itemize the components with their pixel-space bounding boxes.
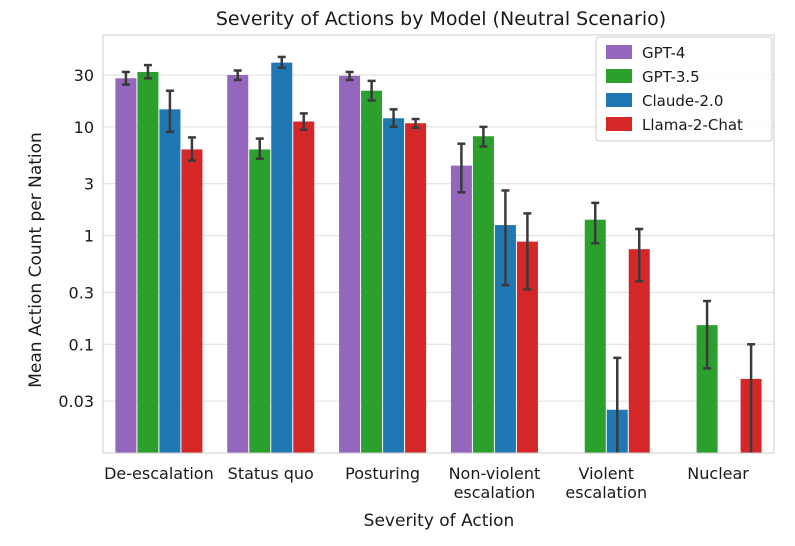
plot-frame bbox=[102, 34, 775, 454]
error-bar bbox=[277, 55, 286, 69]
error-bar bbox=[635, 227, 644, 283]
x-category-label: De-escalation bbox=[104, 464, 214, 483]
error-bar bbox=[187, 136, 196, 162]
y-gridlines bbox=[103, 74, 774, 402]
bar-gpt-4 bbox=[115, 78, 137, 453]
legend-swatch bbox=[606, 45, 632, 59]
legend-swatch bbox=[606, 93, 632, 107]
legend-swatch bbox=[606, 69, 632, 83]
bar-gpt-3-5 bbox=[249, 149, 271, 453]
error-bar bbox=[389, 108, 398, 129]
bar-claude-2-0 bbox=[383, 118, 405, 453]
legend-label: Llama-2-Chat bbox=[642, 116, 743, 134]
bar-claude-2-0 bbox=[494, 225, 516, 453]
error-bar bbox=[501, 189, 510, 287]
error-bar bbox=[255, 137, 264, 160]
legend: GPT-4 GPT-3.5 Claude-2.0 Llama-2-Chat bbox=[595, 36, 773, 142]
error-bar bbox=[411, 117, 420, 130]
chart-title: Severity of Actions by Model (Neutral Sc… bbox=[216, 8, 666, 30]
bar-claude-2-0 bbox=[271, 62, 293, 453]
error-bar bbox=[613, 356, 622, 453]
error-bar bbox=[345, 70, 354, 82]
x-category-label: Violent bbox=[578, 464, 634, 483]
bar-gpt-3-5 bbox=[472, 136, 494, 454]
legend-label: GPT-4 bbox=[642, 44, 685, 62]
x-axis-title: Severity of Action bbox=[364, 511, 515, 531]
legend-label: Claude-2.0 bbox=[642, 92, 723, 110]
bar-gpt-4 bbox=[339, 75, 361, 453]
x-category-label: Status quo bbox=[228, 464, 314, 483]
x-category-labels: De-escalation Status quo Posturing Non-viol… bbox=[104, 464, 749, 502]
error-bar bbox=[165, 89, 174, 134]
error-bar bbox=[367, 79, 376, 102]
y-tick-label: 3 bbox=[84, 175, 94, 194]
error-bar bbox=[299, 112, 308, 132]
y-tick-label: 10 bbox=[74, 118, 94, 137]
error-bar bbox=[479, 125, 488, 148]
legend-box bbox=[595, 36, 773, 142]
y-tick-label: 0.03 bbox=[58, 392, 94, 411]
x-category-label: Non-violent bbox=[449, 464, 541, 483]
x-category-label: Posturing bbox=[345, 464, 420, 483]
bar-gpt-3-5 bbox=[584, 219, 606, 453]
bar-llama-2-chat bbox=[628, 249, 650, 453]
y-tick-label: 30 bbox=[74, 66, 94, 85]
legend-swatch bbox=[606, 117, 632, 131]
bars bbox=[115, 62, 762, 454]
x-category-label: escalation bbox=[454, 483, 536, 502]
error-bars bbox=[121, 55, 756, 453]
y-tick-label: 0.3 bbox=[69, 283, 94, 302]
x-category-label: escalation bbox=[565, 483, 647, 502]
bar-gpt-4 bbox=[227, 75, 249, 454]
y-tick-label: 0.1 bbox=[69, 335, 94, 354]
bar-llama-2-chat bbox=[516, 241, 538, 453]
error-bar bbox=[747, 343, 756, 453]
bar-gpt-3-5 bbox=[137, 71, 159, 454]
bar-llama-2-chat bbox=[405, 123, 427, 453]
bar-gpt-4 bbox=[450, 165, 472, 453]
bar-claude-2-0 bbox=[159, 109, 181, 453]
error-bar bbox=[703, 299, 712, 370]
bar-llama-2-chat bbox=[181, 149, 203, 453]
y-tick-label: 1 bbox=[84, 227, 94, 246]
y-tick-labels: 0.03 0.1 0.3 1 3 10 30 bbox=[58, 66, 94, 411]
bar-llama-2-chat bbox=[293, 121, 315, 453]
bar-gpt-3-5 bbox=[696, 325, 718, 453]
error-bar bbox=[591, 201, 600, 245]
error-bar bbox=[457, 142, 466, 194]
error-bar bbox=[523, 212, 532, 291]
legend-label: GPT-3.5 bbox=[642, 68, 700, 86]
error-bar bbox=[233, 69, 242, 82]
error-bar bbox=[121, 70, 130, 86]
bar-gpt-3-5 bbox=[361, 90, 383, 453]
y-axis-title: Mean Action Count per Nation bbox=[26, 132, 46, 388]
error-bar bbox=[143, 63, 152, 80]
x-category-label: Nuclear bbox=[687, 464, 749, 483]
